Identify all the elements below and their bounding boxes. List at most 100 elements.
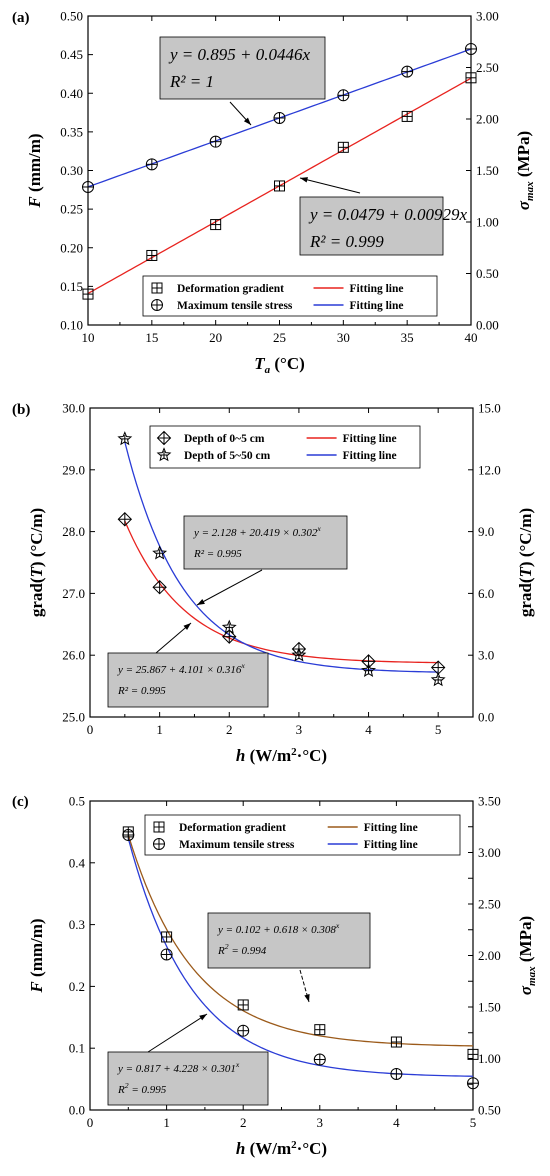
series-2-point	[160, 948, 173, 961]
legend-label: Maximum tensile stress	[179, 839, 295, 851]
series-1-point	[222, 629, 237, 644]
series-1-point	[337, 141, 349, 153]
x-tick-label: 4	[365, 722, 372, 737]
x-tick-label: 0	[87, 722, 94, 737]
series-2-point	[82, 180, 94, 193]
annotation-2: y = 0.0479 + 0.00929x R² = 0.999	[299, 177, 467, 256]
panel-label: (a)	[12, 10, 30, 26]
legend-line-label: Fitting line	[350, 300, 404, 312]
x-tick-label: 1	[156, 722, 163, 737]
series-1-point	[361, 654, 376, 669]
annotation-arrow	[147, 1013, 208, 1053]
y-axis-title: grad(T) (°C/m)	[27, 508, 46, 617]
y2-tick-label: 0.00	[476, 318, 499, 333]
series-1-point	[146, 249, 158, 261]
y-tick-label: 0.50	[60, 9, 83, 24]
y2-axis-title: grad(T) (°C/m)	[516, 508, 535, 617]
y-tick-label: 0.3	[69, 917, 85, 932]
y-tick-label: 27.0	[62, 586, 85, 601]
series-1-point	[465, 72, 477, 84]
annotation-1: y = 0.102 + 0.618 × 0.308x R2 = 0.994	[207, 912, 371, 1003]
y-axis-title: F (mm/m)	[25, 133, 44, 208]
legend-label: Depth of 5~50 cm	[184, 450, 271, 462]
panel-c: (c) 0 1 2 3 4 5 0.0 0.1 0.2 0.3 0.4 0.5 0.50 1.00 1.50 2…	[12, 794, 538, 1159]
y-tick-label: 0.0	[69, 1103, 85, 1118]
y2-axis-title: σmax (MPa)	[516, 916, 538, 995]
legend-marker	[151, 282, 163, 294]
series-2-point	[122, 828, 135, 841]
arrow-head	[243, 117, 251, 125]
annotation-equation: y = 25.867 + 4.101 × 0.316x	[117, 661, 245, 676]
y2-tick-label: 1.00	[476, 215, 499, 230]
arrow-head	[197, 599, 205, 605]
annotation-r2: R² = 0.995	[117, 685, 166, 697]
x-tick-label: 30	[337, 330, 350, 345]
panel-label: (b)	[12, 402, 30, 418]
annotation-2: y = 25.867 + 4.101 × 0.316x R² = 0.995	[107, 622, 269, 708]
series-1-point	[314, 1024, 326, 1036]
series-2-point	[145, 158, 158, 171]
annotation-equation: y = 0.0479 + 0.00929x	[308, 205, 467, 224]
y-tick-label: 0.10	[60, 318, 83, 333]
y2-tick-label: 2.00	[478, 948, 501, 963]
y2-tick-label: 2.50	[476, 60, 499, 75]
y-tick-label: 0.15	[60, 279, 83, 294]
legend: Deformation gradient Fitting line Maximum …	[144, 814, 461, 856]
panel-b: (b) 0 1 2 3 4 5 25.0 26.0 27.0 28.0 29.0 30.0 0.0 3.0 6…	[12, 401, 535, 766]
annotation-equation: y = 2.128 + 20.419 × 0.302x	[193, 524, 321, 539]
legend-line-label: Fitting line	[364, 822, 418, 834]
legend-line-label: Fitting line	[364, 839, 418, 851]
x-tick-label: 3	[296, 722, 303, 737]
panel-label: (c)	[12, 794, 29, 810]
y2-tick-label: 3.0	[478, 648, 494, 663]
legend-marker	[156, 430, 172, 446]
x-tick-label: 2	[226, 722, 233, 737]
y-tick-label: 29.0	[62, 462, 85, 477]
arrow-head	[300, 177, 308, 183]
arrow-head	[199, 1014, 207, 1021]
legend-label: Deformation gradient	[179, 822, 286, 834]
legend-marker	[151, 299, 163, 311]
series-1-point	[237, 999, 249, 1011]
series-1-point	[82, 288, 94, 300]
y-tick-label: 0.35	[60, 124, 83, 139]
series-2-point	[430, 672, 446, 687]
series-2-point	[390, 1067, 403, 1080]
x-tick-label: 2	[240, 1115, 247, 1130]
series-2-point	[465, 42, 477, 55]
x-tick-label: 0	[87, 1115, 94, 1130]
plot-frame	[89, 407, 474, 718]
legend-box	[142, 275, 438, 317]
legend-line-label: Fitting line	[343, 450, 397, 462]
y2-tick-label: 15.0	[478, 401, 501, 416]
x-tick-label: 5	[470, 1115, 477, 1130]
legend-label: Deformation gradient	[177, 283, 284, 295]
annotation-2: y = 0.817 + 4.228 × 0.301x R2 = 0.995	[107, 1013, 269, 1106]
series-1-point	[161, 931, 173, 943]
x-tick-label: 35	[401, 330, 414, 345]
x-tick-label: 3	[317, 1115, 324, 1130]
series-1-point	[401, 110, 413, 122]
annotation-equation: y = 0.895 + 0.0446x	[168, 45, 310, 64]
y2-tick-label: 1.50	[476, 163, 499, 178]
series-1-point	[117, 512, 133, 527]
legend-marker	[153, 838, 165, 850]
annotation-equation: y = 0.817 + 4.228 × 0.301x	[117, 1060, 240, 1075]
legend-box	[144, 814, 461, 856]
x-tick-label: 40	[465, 330, 478, 345]
series-2-point	[221, 619, 237, 634]
legend-line-label: Fitting line	[343, 433, 397, 445]
x-tick-label: 4	[393, 1115, 400, 1130]
y2-tick-label: 2.00	[476, 112, 499, 127]
annotation-1: y = 0.895 + 0.0446x R² = 1	[159, 36, 326, 126]
series-2-point	[313, 1053, 326, 1066]
x-tick-label: 1	[163, 1115, 170, 1130]
annotation-r2: R2 = 0.995	[117, 1081, 167, 1096]
x-tick-label: 20	[209, 330, 222, 345]
annotation-r2: R² = 0.999	[309, 232, 384, 251]
y2-tick-label: 3.50	[478, 794, 501, 809]
y-tick-label: 25.0	[62, 710, 85, 725]
legend-box	[149, 425, 421, 469]
series-2-point	[401, 65, 414, 78]
fit-line-2	[124, 441, 439, 673]
